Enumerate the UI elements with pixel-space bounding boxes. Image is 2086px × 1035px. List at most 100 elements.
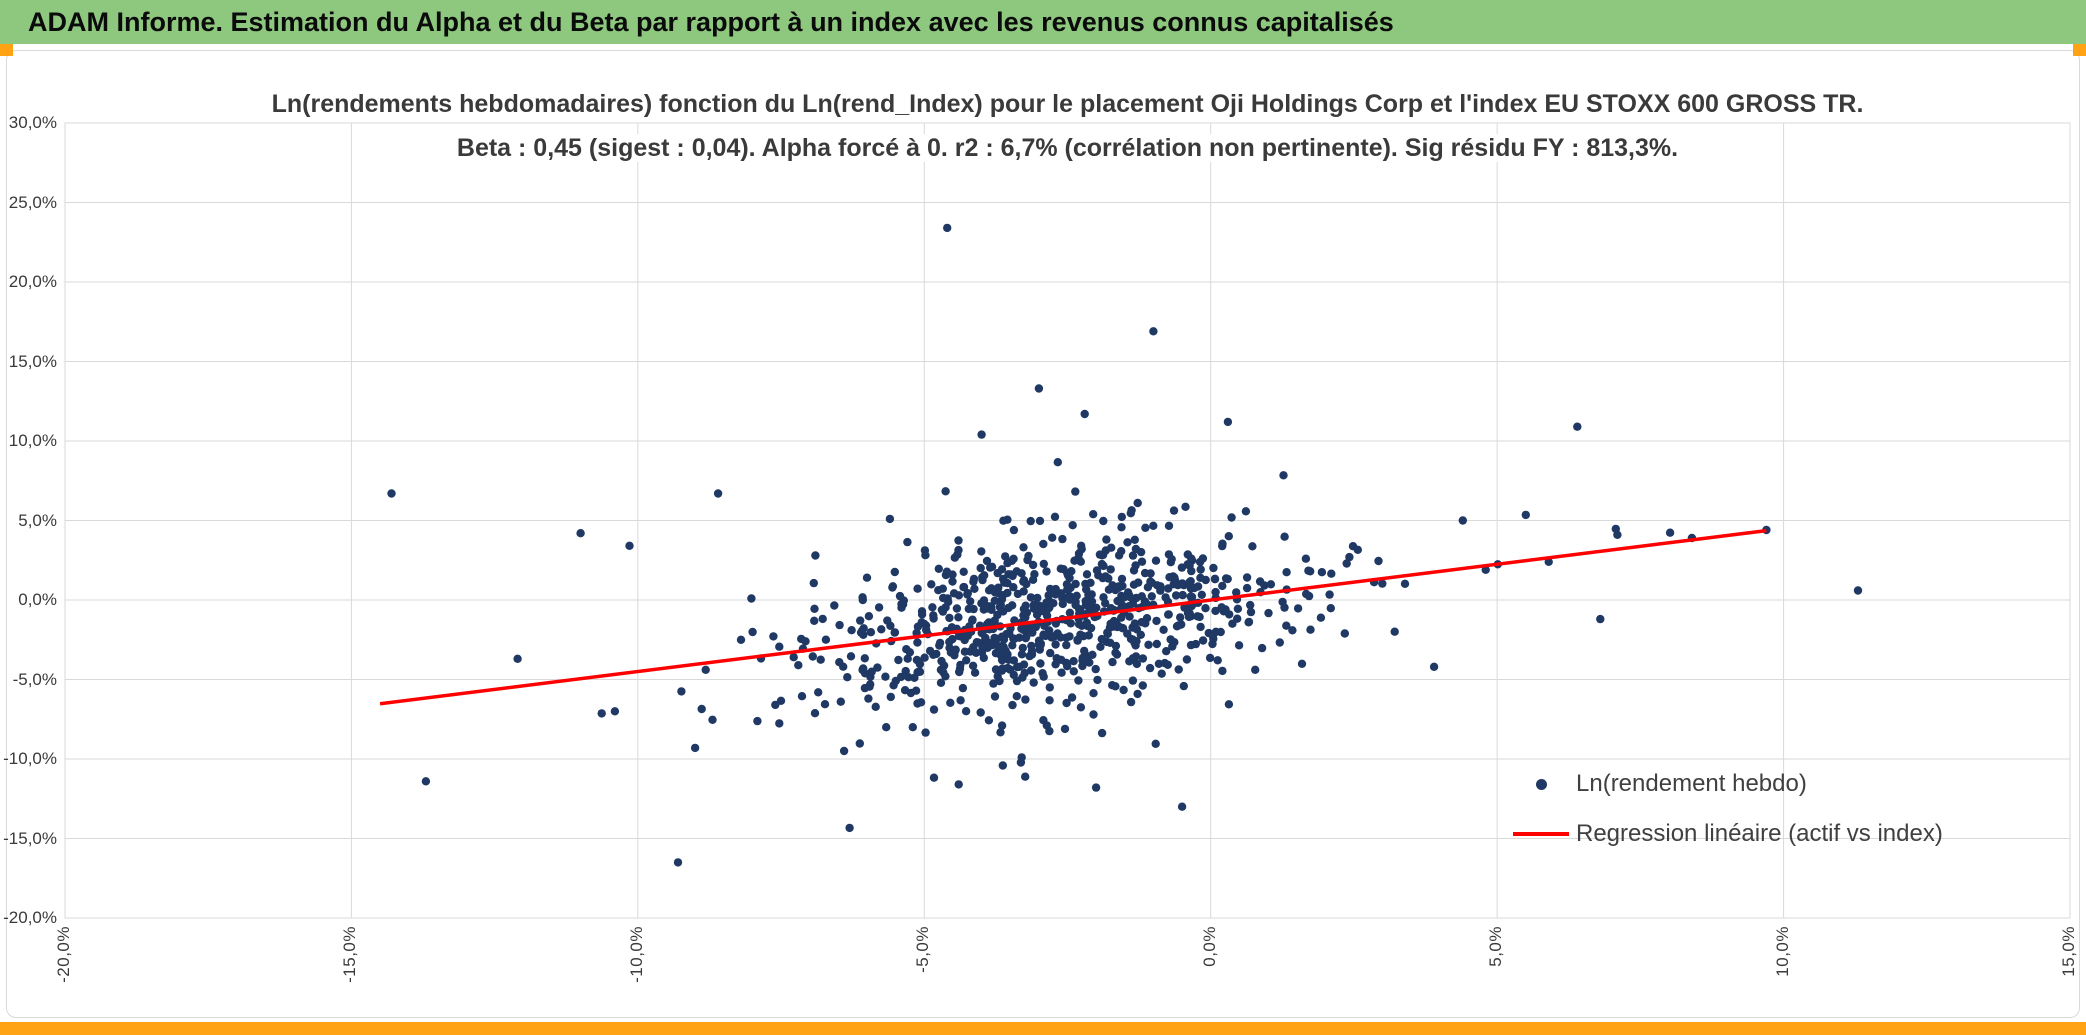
scatter-point xyxy=(1146,569,1155,578)
chart-legend[interactable]: Ln(rendement hebdo) Regression linéaire … xyxy=(1512,770,1943,848)
scatter-point xyxy=(935,641,944,650)
scatter-point xyxy=(1128,635,1137,644)
scatter-point xyxy=(936,678,946,687)
scatter-point xyxy=(1179,681,1189,691)
page-title: ADAM Informe. Estimation du Alpha et du … xyxy=(28,6,1394,37)
legend-item-regression[interactable]: Regression linéaire (actif vs index) xyxy=(1512,820,1943,848)
scatter-point xyxy=(1044,591,1053,600)
scatter-point xyxy=(927,580,936,589)
scatter-point xyxy=(1048,533,1057,542)
scatter-point xyxy=(860,654,869,663)
scatter-point xyxy=(808,652,817,661)
scatter-point xyxy=(839,746,849,756)
scatter-point xyxy=(1248,542,1257,551)
scatter-point xyxy=(1186,577,1195,586)
scatter-point xyxy=(753,716,762,726)
scatter-point xyxy=(1177,802,1187,811)
scatter-point xyxy=(1266,580,1276,589)
scatter-point xyxy=(939,661,949,670)
scatter-point xyxy=(864,612,874,621)
scatter-point xyxy=(1093,675,1102,685)
scatter-point xyxy=(1429,662,1439,671)
scatter-point xyxy=(888,582,898,591)
scatter-point xyxy=(1028,560,1038,570)
scatter-point xyxy=(1378,579,1387,588)
scatter-point xyxy=(958,683,968,693)
scatter-point xyxy=(1244,617,1254,627)
scatter-point xyxy=(1217,603,1226,612)
scatter-point xyxy=(1003,588,1012,598)
scatter-point xyxy=(1195,557,1205,567)
scatter-point xyxy=(1020,772,1030,781)
scatter-point xyxy=(1280,532,1289,541)
scatter-point xyxy=(1009,554,1018,563)
header-bar: ADAM Informe. Estimation du Alpha et du … xyxy=(0,0,2086,44)
legend-icon-cell xyxy=(1512,778,1570,790)
scatter-point xyxy=(576,529,585,538)
scatter-point xyxy=(1152,616,1161,626)
scatter-point xyxy=(980,571,989,580)
scatter-point xyxy=(1073,635,1082,644)
scatter-point xyxy=(1232,588,1241,597)
scatter-point xyxy=(1026,593,1036,602)
scatter-point xyxy=(1086,578,1095,587)
scatter-point xyxy=(917,610,927,619)
scatter-point xyxy=(1063,571,1073,580)
scatter-point xyxy=(903,654,912,663)
scatter-point xyxy=(1030,570,1039,579)
scatter-point xyxy=(959,582,969,592)
scatter-point xyxy=(1058,599,1068,609)
scatter-point xyxy=(856,628,866,637)
scatter-point xyxy=(890,628,899,637)
scatter-point xyxy=(950,553,959,562)
scatter-point xyxy=(801,637,810,646)
scatter-point xyxy=(1147,578,1157,587)
scatter-point xyxy=(1613,530,1622,539)
scatter-point xyxy=(830,601,839,610)
scatter-point xyxy=(883,616,892,625)
scatter-point xyxy=(1062,580,1072,589)
scatter-point xyxy=(1174,621,1183,630)
scatter-point xyxy=(897,599,906,609)
legend-item-scatter[interactable]: Ln(rendement hebdo) xyxy=(1512,770,1943,798)
scatter-point xyxy=(976,563,985,573)
scatter-point xyxy=(916,698,926,707)
scatter-point xyxy=(1481,565,1490,574)
scatter-point xyxy=(1114,551,1124,560)
scatter-point xyxy=(1196,565,1205,574)
scatter-point xyxy=(1164,610,1173,619)
scatter-point xyxy=(862,573,872,582)
y-tick-label: -20,0% xyxy=(3,908,57,927)
scatter-point xyxy=(963,590,972,599)
scatter-point xyxy=(1137,557,1147,566)
scatter-point xyxy=(1106,565,1115,574)
scatter-point xyxy=(816,655,825,664)
scatter-point xyxy=(948,570,957,579)
scatter-point xyxy=(810,604,819,613)
scatter-point xyxy=(1390,627,1399,636)
scatter-point xyxy=(1111,641,1121,651)
scatter-point xyxy=(929,611,938,620)
scatter-point xyxy=(1275,638,1285,647)
scatter-point xyxy=(860,669,870,678)
scatter-point xyxy=(1074,676,1083,685)
scatter-point xyxy=(1027,650,1037,659)
scatter-point xyxy=(1001,552,1010,561)
y-tick-label: -15,0% xyxy=(3,828,57,848)
scatter-point xyxy=(1260,581,1269,590)
scatter-point xyxy=(747,594,756,603)
chart-title-line-2: Beta : 0,45 (sigest : 0,04). Alpha forcé… xyxy=(446,134,1689,162)
scatter-point xyxy=(1050,512,1060,521)
scatter-point xyxy=(966,597,975,606)
scatter-point xyxy=(1024,551,1033,561)
scatter-point xyxy=(1224,700,1234,709)
scatter-point xyxy=(889,681,898,690)
scatter-point xyxy=(1021,601,1030,610)
scatter-point xyxy=(970,668,980,677)
scatter-point xyxy=(1304,591,1314,601)
scatter-point xyxy=(970,584,979,593)
scatter-point xyxy=(1088,650,1097,659)
scatter-point xyxy=(910,673,919,682)
scatter-point xyxy=(1233,604,1243,613)
scatter-point xyxy=(991,665,1001,674)
